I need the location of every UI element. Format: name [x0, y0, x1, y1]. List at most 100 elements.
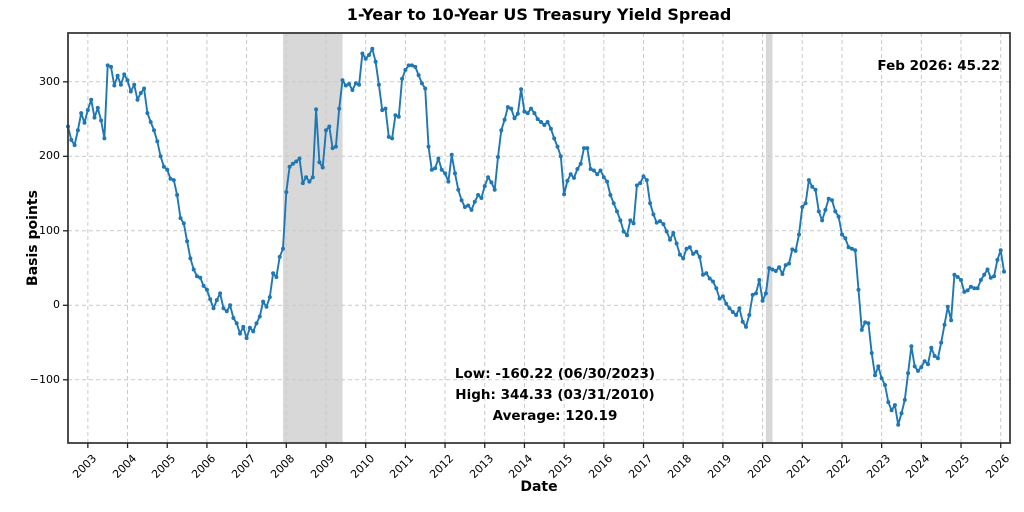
data-point-marker — [836, 214, 841, 219]
data-point-marker — [294, 159, 299, 164]
data-point-marker — [833, 209, 838, 214]
data-point-marker — [138, 91, 143, 95]
data-point-marker — [664, 229, 669, 234]
data-point-marker — [714, 286, 719, 291]
data-point-marker — [185, 239, 190, 244]
y-tick-label: 300 — [39, 74, 60, 88]
data-point-marker — [410, 63, 414, 68]
data-point-marker — [241, 324, 246, 329]
data-point-marker — [555, 144, 560, 149]
data-point-marker — [403, 67, 408, 72]
data-point-marker — [304, 175, 309, 180]
data-point-marker — [373, 59, 378, 64]
data-point-marker — [618, 218, 623, 223]
data-point-marker — [909, 344, 914, 349]
data-point-marker — [499, 128, 504, 133]
data-point-marker — [142, 86, 147, 91]
data-point-marker — [691, 251, 696, 256]
data-point-marker — [575, 167, 580, 171]
data-point-marker — [591, 168, 596, 173]
data-point-marker — [625, 233, 629, 238]
data-point-marker — [707, 276, 712, 281]
data-point-marker — [654, 220, 659, 225]
data-point-marker — [370, 46, 375, 51]
data-point-marker — [109, 64, 113, 69]
data-point-marker — [251, 329, 256, 334]
data-point-marker — [115, 73, 120, 78]
data-point-marker — [320, 165, 325, 170]
data-point-marker — [327, 124, 332, 129]
data-point-marker — [674, 241, 679, 246]
data-point-marker — [505, 105, 510, 110]
data-point-marker — [912, 364, 917, 369]
data-point-marker — [558, 154, 563, 159]
data-point-marker — [926, 362, 930, 367]
y-tick-label: −100 — [29, 372, 60, 386]
data-point-marker — [99, 118, 104, 123]
data-point-marker — [790, 247, 795, 252]
data-point-marker — [522, 109, 527, 114]
data-point-marker — [333, 144, 338, 149]
data-point-marker — [975, 286, 980, 291]
data-point-marker — [165, 167, 170, 172]
data-point-marker — [965, 288, 970, 293]
data-point-marker — [803, 201, 808, 206]
data-point-marker — [952, 272, 957, 277]
data-point-marker — [879, 376, 884, 381]
data-point-marker — [972, 286, 977, 291]
data-point-marker — [145, 111, 150, 116]
data-point-marker — [181, 221, 186, 226]
data-point-marker — [949, 318, 954, 323]
chart-title: 1-Year to 10-Year US Treasury Yield Spre… — [346, 5, 732, 24]
data-point-marker — [386, 134, 391, 139]
data-point-marker — [367, 53, 371, 57]
data-point-marker — [433, 166, 438, 171]
data-point-marker — [380, 108, 385, 113]
data-point-marker — [502, 117, 507, 122]
data-point-marker — [582, 146, 586, 151]
data-point-marker — [79, 111, 84, 116]
data-point-marker — [228, 303, 233, 308]
data-point-marker — [446, 179, 451, 184]
data-point-marker — [955, 275, 960, 279]
data-point-marker — [281, 246, 285, 251]
data-point-marker — [757, 278, 762, 282]
data-point-marker — [122, 72, 127, 77]
data-point-marker — [244, 336, 249, 341]
data-point-marker — [89, 97, 94, 102]
data-point-marker — [247, 325, 252, 330]
data-point-marker — [307, 179, 312, 184]
data-point-marker — [813, 187, 818, 192]
data-point-marker — [773, 269, 778, 273]
data-point-marker — [978, 278, 983, 282]
data-point-marker — [816, 209, 821, 214]
data-point-marker — [85, 108, 90, 113]
y-tick-label: 200 — [39, 149, 60, 163]
data-point-marker — [330, 146, 335, 151]
data-point-marker — [453, 171, 457, 176]
data-point-marker — [496, 155, 500, 159]
recession-band — [282, 33, 343, 443]
y-tick-label: 0 — [53, 298, 60, 312]
data-point-marker — [1002, 269, 1006, 274]
data-point-marker — [988, 275, 993, 280]
data-point-marker — [767, 266, 772, 271]
data-point-marker — [730, 310, 735, 314]
data-point-marker — [687, 245, 692, 250]
data-point-marker — [188, 256, 193, 261]
data-point-marker — [459, 198, 464, 203]
data-point-marker — [601, 175, 606, 180]
data-point-marker — [231, 316, 236, 320]
data-point-marker — [701, 272, 705, 277]
high-annotation: High: 344.33 (03/31/2010) — [455, 387, 655, 403]
data-point-marker — [178, 216, 183, 221]
data-point-marker — [684, 246, 689, 251]
data-point-marker — [152, 128, 156, 133]
data-point-marker — [476, 193, 481, 197]
data-point-marker — [800, 205, 805, 209]
data-point-marker — [896, 422, 901, 427]
data-point-marker — [201, 283, 206, 288]
data-point-marker — [509, 106, 514, 111]
data-point-marker — [671, 231, 676, 235]
data-point-marker — [161, 164, 166, 169]
